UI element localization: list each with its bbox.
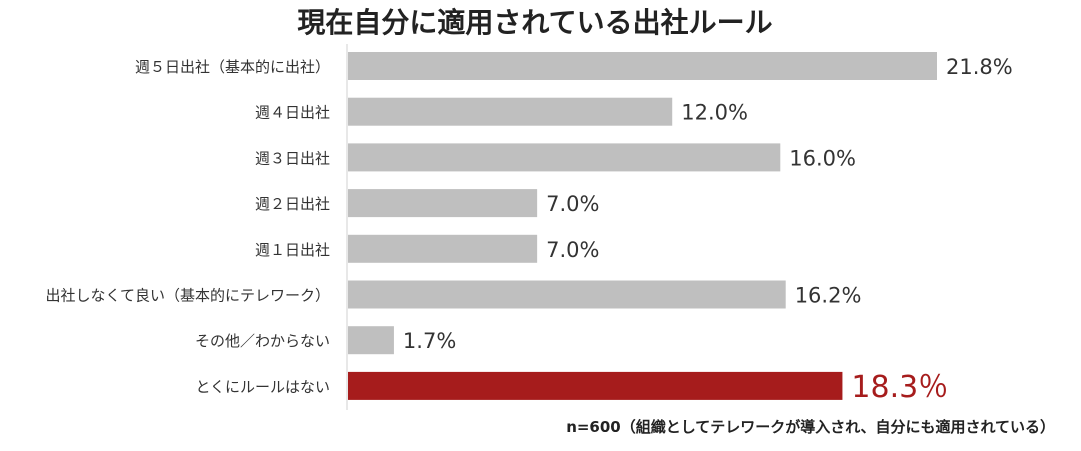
bar [348,52,937,80]
category-label: 週３日出社 [255,149,330,167]
value-label-highlight: 18.3％ [851,370,948,405]
value-label: 16.0% [789,146,856,170]
sample-note: n=600（組織としてテレワークが導入され、自分にも適用されている） [566,418,1055,436]
bar-highlight [348,371,843,400]
category-label: 週５日出社（基本的に出社） [135,58,330,76]
category-label: その他／わからない [195,332,330,350]
bar [348,97,673,126]
bars-group: 週５日出社（基本的に出社） 21.8% 週４日出社 12.0% 週３日出社 16.0% 週２… [45,52,1013,405]
value-label: 1.7% [403,329,456,353]
bar [348,280,786,309]
category-label: とくにルールはない [195,378,330,396]
bar [348,189,538,218]
value-label: 21.8% [946,55,1013,79]
category-label: 出社しなくて良い（基本的にテレワーク） [45,287,330,305]
value-label: 7.0% [546,238,599,262]
value-label: 7.0% [546,192,599,216]
bar [348,234,538,263]
value-label: 12.0% [681,101,748,125]
category-label: 週１日出社 [255,241,330,259]
chart-title: 現在自分に適用されている出社ルール [297,6,772,39]
category-label: 週２日出社 [255,195,330,213]
category-label: 週４日出社 [255,104,330,122]
bar [348,326,394,355]
value-label: 16.2% [795,284,862,308]
bar [348,143,781,172]
